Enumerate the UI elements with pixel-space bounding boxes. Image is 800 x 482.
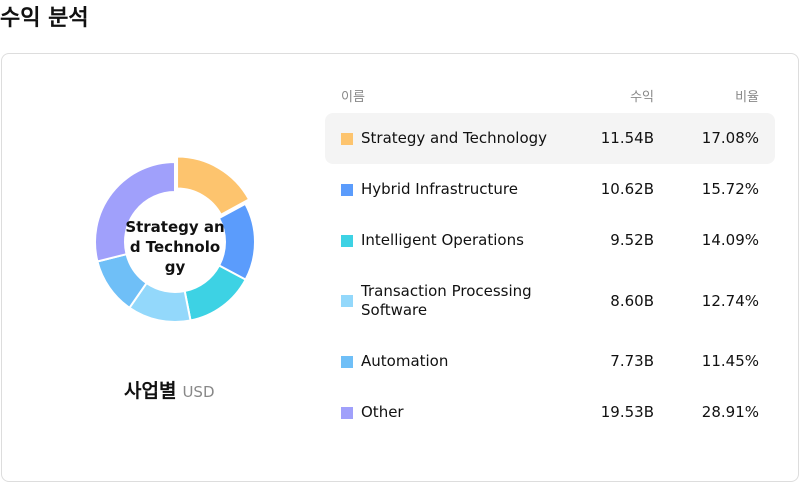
table-row[interactable]: Transaction Processing Software 8.60B 12.7…	[325, 266, 775, 336]
legend-swatch	[341, 355, 353, 368]
row-revenue: 8.60B	[610, 291, 654, 310]
row-ratio: 15.72%	[701, 180, 759, 198]
table-row[interactable]: Automation 7.73B 11.45%	[325, 336, 775, 387]
table-row[interactable]: Other 19.53B 28.91%	[325, 387, 775, 438]
caption: 사업별 USD	[124, 376, 215, 403]
donut-segment[interactable]	[176, 155, 251, 217]
row-revenue: 9.52B	[610, 231, 654, 249]
row-name: Transaction Processing Software	[361, 282, 532, 319]
row-ratio: 11.45%	[701, 352, 759, 370]
selected-label: Strategy and Technology	[125, 218, 225, 276]
row-ratio: 14.09%	[701, 231, 759, 249]
legend-swatch	[341, 183, 353, 196]
row-revenue: 11.54B	[600, 129, 654, 147]
currency: USD	[182, 383, 215, 401]
table-row[interactable]: Intelligent Operations 9.52B 14.09%	[325, 215, 775, 266]
table-row[interactable]: Strategy and Technology 11.54B 17.08%	[325, 113, 775, 164]
table: Strategy and Technology 11.54B 17.08% Hybri…	[325, 113, 775, 438]
column-header: 이름	[341, 90, 365, 105]
table-row[interactable]: Hybrid Infrastructure 10.62B 15.72%	[325, 164, 775, 215]
page-title: 수익 분석	[0, 6, 89, 31]
row-revenue: 10.62B	[600, 180, 654, 198]
legend-swatch	[341, 406, 353, 419]
row-name: Intelligent Operations	[361, 231, 524, 249]
column-header: 수익	[630, 90, 654, 105]
row-revenue: 19.53B	[600, 403, 654, 421]
row-revenue: 7.73B	[610, 352, 654, 370]
row-name: Strategy and Technology	[361, 129, 548, 147]
legend-swatch	[341, 132, 353, 145]
row-ratio: 17.08%	[701, 129, 759, 147]
row-ratio: 12.74%	[701, 291, 759, 310]
row-ratio: 28.91%	[701, 403, 759, 421]
donut-segment[interactable]	[94, 160, 176, 263]
legend-swatch	[341, 295, 353, 307]
caption-label: 사업별	[124, 380, 177, 402]
column-header: 비율	[735, 90, 759, 105]
row-name: Other	[361, 403, 404, 421]
row-name: Automation	[361, 352, 449, 370]
row-name: Hybrid Infrastructure	[361, 180, 518, 198]
legend-swatch	[341, 234, 353, 247]
